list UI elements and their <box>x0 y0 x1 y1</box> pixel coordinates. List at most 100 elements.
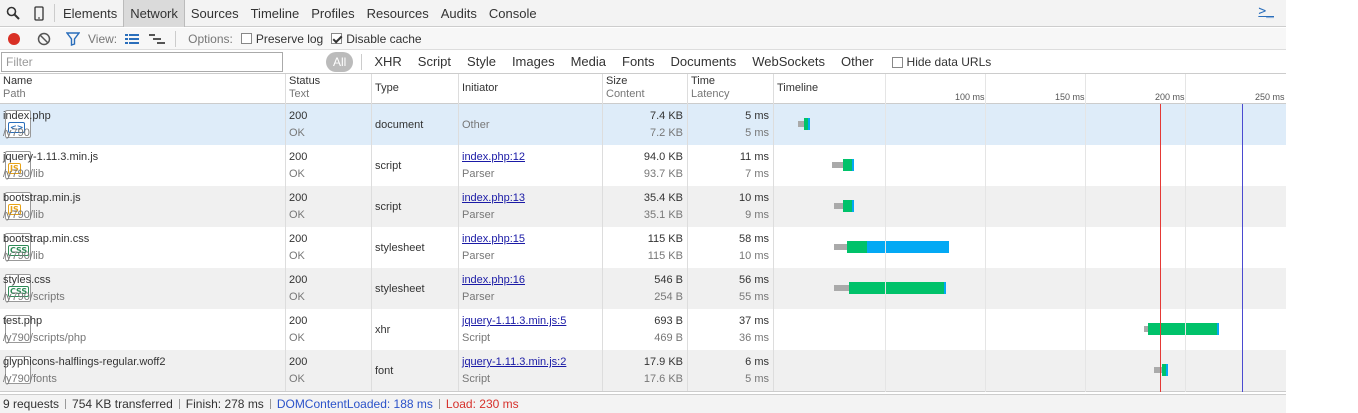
tab-audits[interactable]: Audits <box>440 5 477 21</box>
column-header-initiator[interactable]: Initiator <box>459 74 603 104</box>
timeline-receiving-bar <box>1217 323 1220 335</box>
initiator-sub: Parser <box>462 168 495 180</box>
column-header-status[interactable]: Status Text <box>286 74 372 104</box>
filter-type-media[interactable]: Media <box>570 54 606 69</box>
filter-type-fonts[interactable]: Fonts <box>622 54 655 69</box>
large-rows-icon[interactable] <box>125 33 140 45</box>
size-cell: 17.9 KB 17.6 KB <box>603 350 688 391</box>
status-cell: 200 OK <box>286 227 372 268</box>
status-code: 200 <box>289 192 308 204</box>
mobile-device-icon <box>34 5 44 21</box>
disable-cache-box[interactable] <box>331 33 343 44</box>
total-time: 10 ms <box>739 192 769 204</box>
content-size: 469 B <box>654 332 683 344</box>
name-cell[interactable]: glyphicons-halflings-regular.woff2 /y790… <box>0 350 286 391</box>
filter-type-script[interactable]: Script <box>417 54 452 69</box>
initiator-cell: jquery-1.11.3.min.js:2 Script <box>459 350 603 391</box>
total-time: 11 ms <box>739 151 769 163</box>
content-size: 115 KB <box>647 250 683 262</box>
filter-type-style[interactable]: Style <box>467 54 496 69</box>
device-mode-button[interactable] <box>26 0 52 26</box>
latency-time: 10 ms <box>739 250 769 262</box>
tab-network[interactable]: Network <box>123 0 185 27</box>
preserve-log-checkbox[interactable]: Preserve log <box>240 32 323 46</box>
table-row[interactable]: <> index.php /y790 200 OK document Other… <box>0 104 1286 145</box>
hide-data-urls-box[interactable] <box>891 56 903 68</box>
table-row[interactable]: CSS styles.css /y790/scripts 200 OK styl… <box>0 268 1286 309</box>
view-label: View: <box>88 31 118 46</box>
column-header-name[interactable]: Name Path <box>0 74 286 104</box>
tab-resources[interactable]: Resources <box>366 5 429 21</box>
request-path: /y790/fonts <box>3 373 57 385</box>
filter-type-websockets[interactable]: WebSockets <box>752 54 826 69</box>
size-cell: 35.4 KB 35.1 KB <box>603 186 688 227</box>
type-cell: xhr <box>372 309 459 350</box>
network-control-bar: View: Options: Preserve log Disable cach… <box>0 28 1286 50</box>
timeline-tick-label: 100 ms <box>955 92 985 102</box>
filter-icon[interactable] <box>66 31 80 46</box>
tab-console[interactable]: Console <box>488 5 537 21</box>
preserve-log-box[interactable] <box>240 33 252 44</box>
timeline-gridline <box>885 74 886 392</box>
console-drawer-toggle-icon[interactable]: >_ <box>1258 4 1274 19</box>
content-size: 93.7 KB <box>643 168 683 180</box>
column-header-size[interactable]: Size Content <box>603 74 688 104</box>
initiator-link[interactable]: index.php:13 <box>462 192 525 204</box>
name-cell[interactable]: CSS bootstrap.min.css /y790/lib <box>0 227 286 268</box>
table-row[interactable]: glyphicons-halflings-regular.woff2 /y790… <box>0 350 1286 391</box>
css-icon: CSS <box>5 233 31 261</box>
hide-data-urls-checkbox[interactable]: Hide data URLs <box>891 55 991 69</box>
tab-elements[interactable]: Elements <box>63 5 118 21</box>
table-row[interactable]: JS bootstrap.min.js /y790/lib 200 OK scr… <box>0 186 1286 227</box>
name-cell[interactable]: test.php /y790/scripts/php <box>0 309 286 350</box>
filter-input[interactable] <box>1 52 283 72</box>
inspect-element-button[interactable] <box>0 0 26 26</box>
name-cell[interactable]: JS bootstrap.min.js /y790/lib <box>0 186 286 227</box>
header-path-label: Path <box>3 88 26 100</box>
domcontentloaded-event-line <box>1242 104 1243 392</box>
finish-time: Finish: 278 ms <box>185 397 264 411</box>
initiator-link[interactable]: jquery-1.11.3.min.js:5 <box>462 315 567 327</box>
name-cell[interactable]: <> index.php /y790 <box>0 104 286 145</box>
resource-type: script <box>375 160 402 172</box>
table-row[interactable]: test.php /y790/scripts/php 200 OK xhr jq… <box>0 309 1286 350</box>
time-cell: 5 ms 5 ms <box>688 104 774 145</box>
name-cell[interactable]: CSS styles.css /y790/scripts <box>0 268 286 309</box>
timeline-receiving-bar <box>1166 364 1169 376</box>
type-cell: script <box>372 186 459 227</box>
column-header-time[interactable]: Time Latency <box>688 74 774 104</box>
initiator-link[interactable]: jquery-1.11.3.min.js:2 <box>462 356 567 368</box>
request-name: index.php <box>3 110 51 122</box>
table-row[interactable]: JS jquery-1.11.3.min.js /y790/lib 200 OK… <box>0 145 1286 186</box>
transfer-size: 7.4 KB <box>649 110 683 122</box>
column-header-type[interactable]: Type <box>372 74 459 104</box>
request-path: /y790/scripts/php <box>3 332 87 344</box>
filter-type-documents[interactable]: Documents <box>670 54 737 69</box>
column-header-timeline[interactable]: Timeline <box>774 74 1286 104</box>
timeline-gridline <box>1085 74 1086 392</box>
search-icon <box>6 6 20 20</box>
status-cell: 200 OK <box>286 104 372 145</box>
tab-timeline[interactable]: Timeline <box>250 5 300 21</box>
summary-divider <box>65 399 67 409</box>
initiator-link[interactable]: index.php:12 <box>462 151 525 163</box>
disable-cache-checkbox[interactable]: Disable cache <box>331 32 422 46</box>
filter-type-xhr[interactable]: XHR <box>374 54 402 69</box>
header-status-label: Status <box>289 75 321 87</box>
initiator-text: Other <box>462 119 490 131</box>
initiator-link[interactable]: index.php:16 <box>462 274 525 286</box>
latency-time: 7 ms <box>745 168 769 180</box>
initiator-link[interactable]: index.php:15 <box>462 233 525 245</box>
name-cell[interactable]: JS jquery-1.11.3.min.js /y790/lib <box>0 145 286 186</box>
table-row[interactable]: CSS bootstrap.min.css /y790/lib 200 OK s… <box>0 227 1286 268</box>
record-button[interactable] <box>8 32 20 45</box>
latency-time: 9 ms <box>745 209 769 221</box>
filter-type-all[interactable]: All <box>326 52 354 72</box>
clear-icon[interactable] <box>37 32 51 46</box>
tab-profiles[interactable]: Profiles <box>311 5 355 21</box>
filter-type-images[interactable]: Images <box>511 54 555 69</box>
overview-icon[interactable] <box>149 33 166 45</box>
filter-type-other[interactable]: Other <box>841 54 874 69</box>
header-type-label: Type <box>375 82 399 94</box>
tab-sources[interactable]: Sources <box>190 5 239 21</box>
